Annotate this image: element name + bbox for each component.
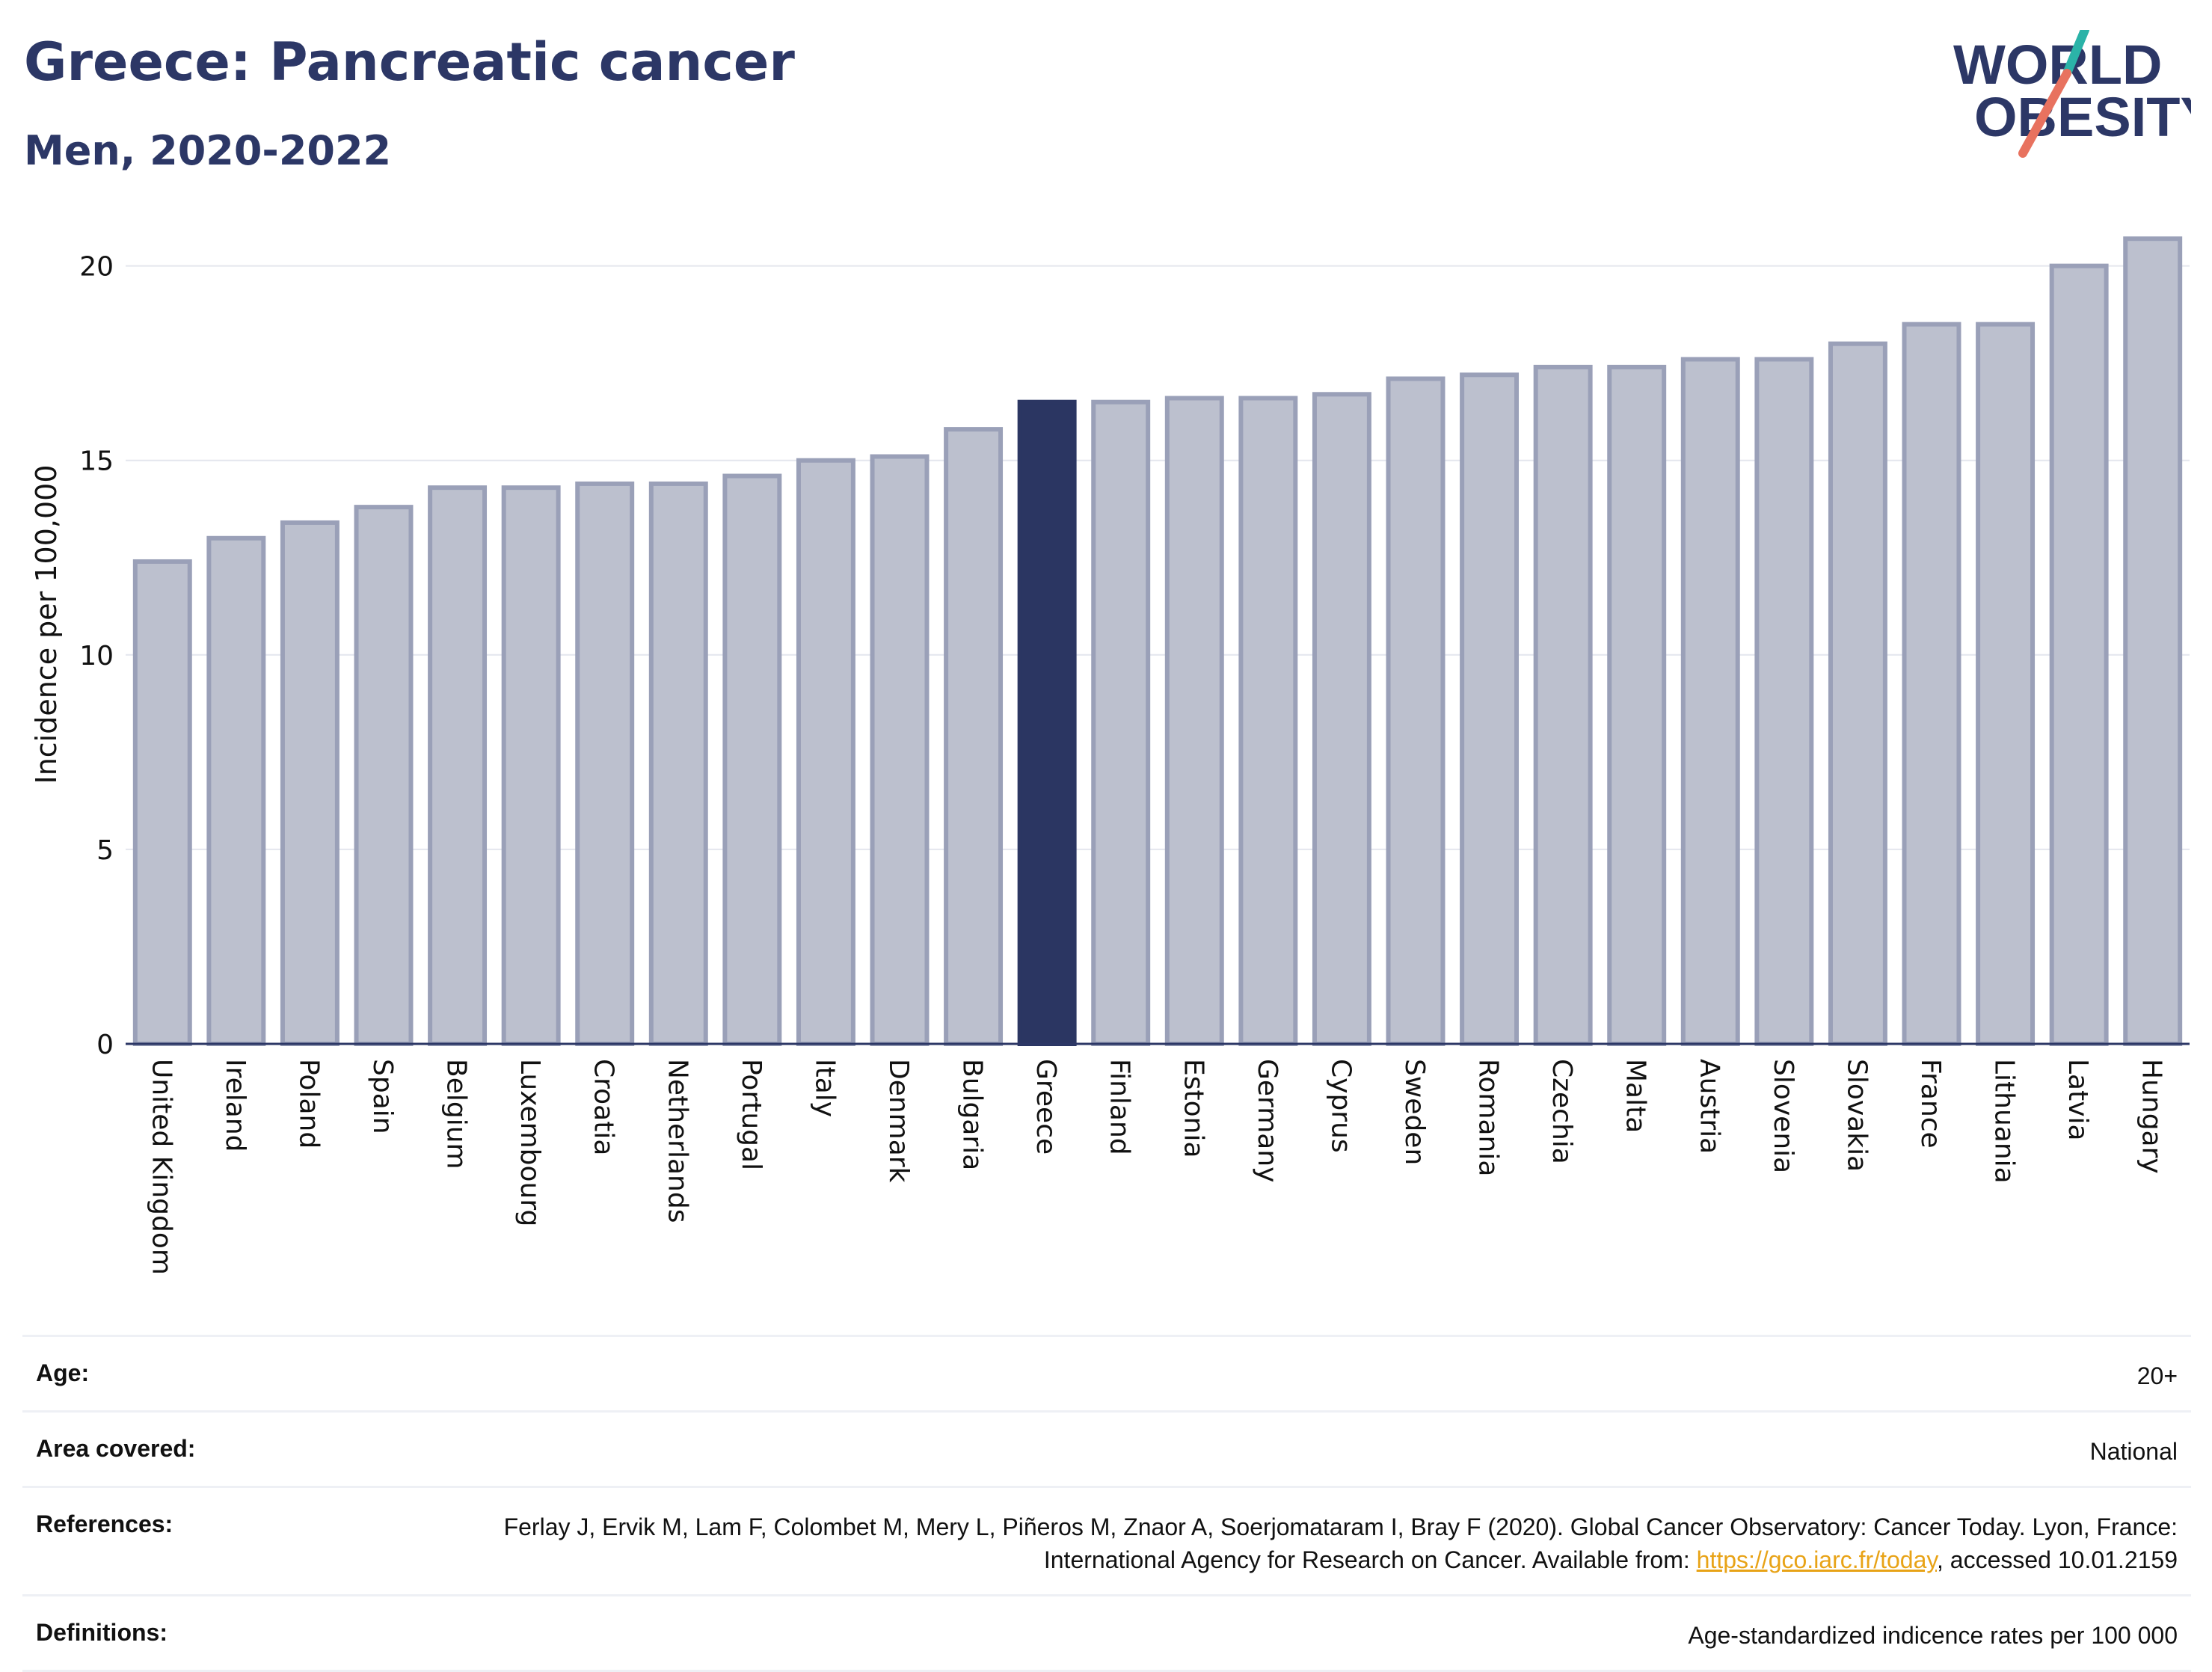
bar-hungary bbox=[2123, 236, 2183, 1046]
bar-united-kingdom bbox=[132, 559, 192, 1046]
info-row-area: Area covered: National bbox=[22, 1410, 2191, 1486]
bar-estonia bbox=[1164, 396, 1224, 1046]
info-row-age: Age: 20+ bbox=[22, 1335, 2191, 1410]
definitions-value: Age-standardized indicence rates per 100… bbox=[1688, 1622, 2178, 1649]
x-tick-label: France bbox=[1915, 1059, 1946, 1149]
bar-malta bbox=[1607, 364, 1667, 1047]
bar-poland bbox=[280, 520, 340, 1046]
bar-italy bbox=[796, 458, 855, 1046]
x-tick-label: United Kingdom bbox=[146, 1059, 176, 1275]
references-text: Ferlay J, Ervik M, Lam F, Colombet M, Me… bbox=[503, 1513, 2178, 1573]
x-tick-label: Latvia bbox=[2062, 1059, 2093, 1141]
bar-croatia bbox=[575, 481, 635, 1046]
y-tick-label: 0 bbox=[96, 1030, 114, 1060]
area-value: National bbox=[2089, 1438, 2178, 1465]
bar-france bbox=[1902, 322, 1961, 1046]
x-tick-label: Austria bbox=[1694, 1059, 1724, 1154]
y-axis-label: Incidence per 100,000 bbox=[30, 464, 63, 784]
y-tick-label: 15 bbox=[79, 446, 114, 477]
bar-romania bbox=[1460, 372, 1520, 1047]
x-tick-label: Ireland bbox=[220, 1059, 251, 1152]
bar-germany bbox=[1238, 396, 1298, 1046]
bar-austria bbox=[1680, 357, 1740, 1046]
logo-word-obesity: OBESITY bbox=[1974, 86, 2191, 148]
info-table: Age: 20+ Area covered: National Referenc… bbox=[22, 1335, 2191, 1672]
bar-slovakia bbox=[1828, 341, 1887, 1046]
chart-subtitle: Men, 2020-2022 bbox=[24, 127, 392, 174]
references-label: References: bbox=[36, 1510, 173, 1537]
y-tick-label: 20 bbox=[79, 252, 114, 283]
y-tick-label: 5 bbox=[96, 835, 114, 866]
x-tick-label: Slovenia bbox=[1768, 1059, 1798, 1173]
area-label: Area covered: bbox=[36, 1435, 196, 1462]
bar-slovenia bbox=[1754, 357, 1814, 1046]
bar-sweden bbox=[1386, 376, 1446, 1046]
x-tick-label: Czechia bbox=[1546, 1059, 1577, 1164]
age-label: Age: bbox=[36, 1359, 90, 1386]
x-tick-label: Malta bbox=[1620, 1059, 1651, 1133]
bar-greece bbox=[1017, 399, 1077, 1047]
x-tick-label: Finland bbox=[1105, 1059, 1135, 1155]
logo-slash-teal bbox=[2062, 30, 2089, 78]
x-tick-label: Sweden bbox=[1399, 1059, 1430, 1165]
x-tick-label: Lithuania bbox=[1989, 1059, 2020, 1184]
x-tick-label: Slovakia bbox=[1841, 1059, 1872, 1172]
bar-luxembourg bbox=[501, 485, 561, 1046]
definitions-label: Definitions: bbox=[36, 1619, 168, 1646]
world-obesity-logo: WORLD OBESITY bbox=[1953, 30, 2191, 158]
info-row-references: References: Ferlay J, Ervik M, Lam F, Co… bbox=[22, 1486, 2191, 1594]
x-tick-label: Denmark bbox=[883, 1059, 914, 1183]
bar-cyprus bbox=[1312, 392, 1371, 1046]
references-link[interactable]: https://gco.iarc.fr/today bbox=[1696, 1546, 1937, 1573]
x-tick-label: Greece bbox=[1030, 1059, 1061, 1155]
bar-czechia bbox=[1533, 364, 1593, 1047]
bar-belgium bbox=[428, 485, 488, 1046]
bar-netherlands bbox=[648, 481, 708, 1046]
x-tick-label: Spain bbox=[367, 1059, 398, 1134]
bar-latvia bbox=[2049, 263, 2109, 1047]
bar-bulgaria bbox=[944, 427, 1004, 1046]
x-tick-label: Bulgaria bbox=[957, 1059, 988, 1170]
bar-ireland bbox=[206, 535, 266, 1046]
x-tick-label: Estonia bbox=[1178, 1059, 1208, 1158]
bar-finland bbox=[1091, 399, 1151, 1047]
bar-portugal bbox=[722, 473, 782, 1046]
x-tick-label: Italy bbox=[809, 1059, 840, 1117]
references-suffix: , accessed 10.01.2159 bbox=[1936, 1546, 2178, 1573]
bar-denmark bbox=[870, 454, 930, 1046]
x-tick-label: Germany bbox=[1252, 1059, 1282, 1182]
x-tick-label: Belgium bbox=[441, 1059, 472, 1170]
y-tick-label: 10 bbox=[79, 641, 114, 671]
x-tick-label: Portugal bbox=[736, 1059, 766, 1170]
x-tick-label: Poland bbox=[293, 1059, 324, 1149]
age-value: 20+ bbox=[2136, 1362, 2178, 1389]
bar-lithuania bbox=[1976, 322, 2036, 1046]
references-value: Ferlay J, Ervik M, Lam F, Colombet M, Me… bbox=[458, 1510, 2178, 1576]
logo-slash-coral bbox=[2018, 69, 2071, 158]
x-tick-label: Hungary bbox=[2136, 1059, 2167, 1174]
x-tick-label: Luxembourg bbox=[514, 1059, 545, 1226]
x-tick-label: Netherlands bbox=[662, 1059, 692, 1223]
x-tick-label: Romania bbox=[1473, 1059, 1504, 1176]
bar-chart: 0 5 10 15 20 United Kingdom Ireland Poland Spain… bbox=[30, 236, 2190, 1275]
bar-spain bbox=[354, 505, 414, 1046]
x-tick-label: Croatia bbox=[589, 1059, 619, 1155]
x-tick-label: Cyprus bbox=[1325, 1059, 1356, 1153]
chart-title: Greece: Pancreatic cancer bbox=[24, 31, 795, 93]
info-row-definitions: Definitions: Age-standardized indicence … bbox=[22, 1594, 2191, 1672]
